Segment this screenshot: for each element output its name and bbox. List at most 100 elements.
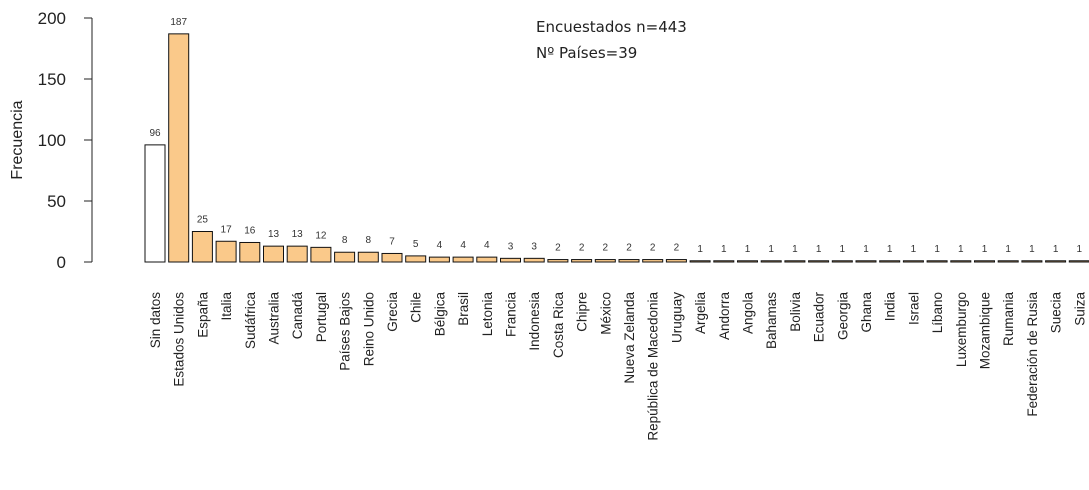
- bar: [452, 256, 474, 263]
- respondents-note: Encuestados n=443: [536, 18, 687, 36]
- bar: [357, 251, 379, 263]
- bar: [405, 255, 427, 263]
- data-label: 2: [555, 243, 561, 254]
- data-label: 3: [531, 241, 537, 252]
- y-axis: 0 50 100 150 200: [38, 9, 93, 272]
- data-label: 1: [745, 244, 751, 255]
- bar: [665, 259, 687, 263]
- data-label: 1: [721, 244, 727, 255]
- bar: [500, 257, 521, 263]
- bar: [926, 260, 948, 263]
- y-axis-title: Frecuencia: [9, 100, 26, 179]
- category-label: Suecia: [1049, 292, 1064, 334]
- category-label: Portugal: [314, 292, 329, 342]
- category-label: Brasil: [456, 292, 471, 326]
- data-label: 3: [508, 241, 514, 252]
- category-label: Federación de Rusia: [1025, 292, 1040, 417]
- bar: [571, 259, 593, 263]
- bar: [642, 259, 664, 263]
- category-label: República de Macedonia: [646, 292, 661, 441]
- category-label: Suiza: [1072, 292, 1087, 326]
- category-label: Estados Unidos: [172, 292, 187, 387]
- bar: [1045, 260, 1067, 263]
- category-label: Sin datos: [148, 292, 163, 349]
- data-label: 1: [840, 244, 846, 255]
- bar: [618, 259, 640, 263]
- y-tick-label: 150: [38, 70, 66, 89]
- data-label: 1: [1053, 244, 1059, 255]
- category-label: Bélgica: [432, 292, 447, 337]
- bar: [784, 260, 806, 263]
- data-label: 1: [768, 244, 774, 255]
- category-label: Letonia: [480, 292, 495, 337]
- data-label: 2: [650, 243, 656, 254]
- category-label: Luxemburgo: [954, 292, 969, 367]
- bar: [310, 246, 332, 263]
- category-label: Argelia: [693, 292, 708, 335]
- category-label: Australia: [267, 292, 282, 345]
- data-label: 8: [342, 235, 348, 246]
- category-label: Sudáfrica: [243, 292, 258, 350]
- bar: [144, 144, 166, 263]
- bar: [594, 259, 616, 263]
- category-label: México: [598, 292, 613, 335]
- category-label: Ghana: [859, 292, 874, 333]
- data-label: 16: [244, 225, 256, 236]
- data-label: 1: [934, 244, 940, 255]
- bar: [547, 259, 569, 263]
- data-label: 1: [958, 244, 964, 255]
- category-label: Chile: [409, 292, 424, 323]
- bar: [1068, 260, 1089, 263]
- category-label: Mozambique: [978, 292, 993, 369]
- y-tick-label: 0: [57, 253, 66, 272]
- bar: [997, 260, 1019, 263]
- category-label: Países Bajos: [338, 292, 353, 371]
- y-tick-label: 100: [38, 131, 66, 150]
- data-label: 1: [792, 244, 798, 255]
- category-label: Ecuador: [812, 292, 827, 343]
- category-labels-group: Sin datos Estados Unidos España Italia Sudáf…: [148, 292, 1087, 441]
- category-label: Bahamas: [764, 292, 779, 349]
- data-label: 13: [292, 229, 304, 240]
- data-label: 4: [437, 240, 443, 251]
- bar: [428, 256, 450, 263]
- data-label: 2: [579, 243, 585, 254]
- category-label: Reino Unido: [361, 292, 376, 366]
- countries-note: Nº Países=39: [536, 44, 637, 62]
- bar: [689, 260, 711, 263]
- data-label: 12: [315, 230, 327, 241]
- bar: [191, 231, 213, 263]
- bar: [1021, 260, 1043, 263]
- data-label: 1: [816, 244, 822, 255]
- data-label: 1: [1029, 244, 1035, 255]
- bar: [855, 260, 877, 263]
- data-label: 1: [911, 244, 917, 255]
- bar: [263, 245, 284, 263]
- category-label: India: [883, 292, 898, 322]
- category-label: Angola: [741, 292, 756, 335]
- category-label: Italia: [219, 292, 234, 321]
- category-label: Costa Rica: [551, 292, 566, 359]
- bar: [334, 251, 356, 263]
- data-label: 1: [697, 244, 703, 255]
- category-label: Israel: [906, 292, 921, 325]
- category-label: España: [195, 292, 210, 338]
- category-label: Nueva Zelanda: [622, 292, 637, 384]
- bar: [974, 260, 995, 263]
- data-label: 25: [197, 215, 209, 226]
- data-label: 8: [366, 235, 372, 246]
- category-label: Uruguay: [669, 292, 684, 343]
- bar: [737, 260, 758, 263]
- category-label: Indonesia: [527, 292, 542, 351]
- category-label: Georgia: [835, 292, 850, 341]
- data-label: 13: [268, 229, 280, 240]
- data-label: 1: [887, 244, 893, 255]
- bar: [713, 260, 735, 263]
- bar: [760, 260, 782, 263]
- data-label: 7: [389, 236, 395, 247]
- bar: [950, 260, 972, 263]
- category-label: Canadá: [290, 292, 305, 340]
- bar: [831, 260, 853, 263]
- y-tick-label: 50: [47, 192, 66, 211]
